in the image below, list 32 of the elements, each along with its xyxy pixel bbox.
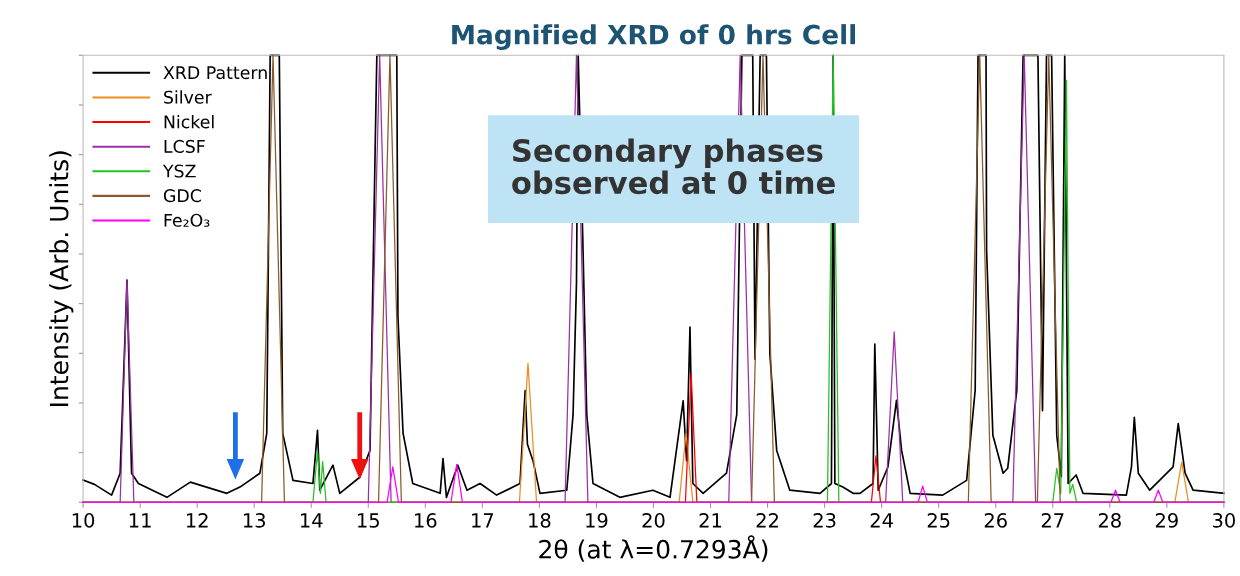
x-tick-label: 12 [186, 513, 208, 528]
x-tick-label: 10 [72, 513, 95, 528]
legend-label: Nickel [164, 114, 214, 129]
y-axis-title: Intensity (Arb. Units) [49, 151, 74, 406]
x-tick-label: 26 [984, 513, 1007, 528]
x-tick-label: 22 [756, 513, 778, 528]
x-tick-label: 29 [1155, 513, 1178, 528]
x-axis-title: 2θ (at λ=0.7293Å) [539, 535, 768, 562]
legend-label: XRD Pattern [163, 66, 267, 80]
x-tick-label: 18 [529, 513, 551, 528]
x-tick-label: 16 [415, 513, 437, 528]
chart-title: Magnified XRD of 0 hrs Cell [452, 24, 855, 50]
legend-label: LCSF [164, 139, 205, 153]
x-tick-label: 19 [586, 513, 608, 528]
legend-label: GDC [163, 189, 201, 203]
x-tick-label: 24 [870, 513, 893, 528]
legend-label: YSZ [162, 164, 196, 178]
x-tick-label: 11 [129, 513, 151, 528]
x-tick-label: 17 [472, 513, 494, 528]
legend-label: Silver [164, 90, 212, 104]
x-tick-label: 14 [301, 513, 323, 528]
x-tick-label: 27 [1041, 513, 1064, 528]
x-tick-label: 20 [642, 513, 665, 528]
x-tick-label: 21 [699, 513, 722, 528]
x-tick-label: 25 [927, 513, 950, 528]
x-tick-label: 28 [1098, 513, 1121, 528]
x-tick-label: 30 [1212, 513, 1235, 528]
x-tick-label: 13 [243, 513, 266, 528]
annotation: Secondary phases observed at 0 time [512, 138, 835, 195]
x-tick-label: 15 [358, 513, 379, 528]
legend-label: Fe₂O₃ [164, 213, 210, 227]
x-tick-label: 23 [813, 513, 836, 528]
